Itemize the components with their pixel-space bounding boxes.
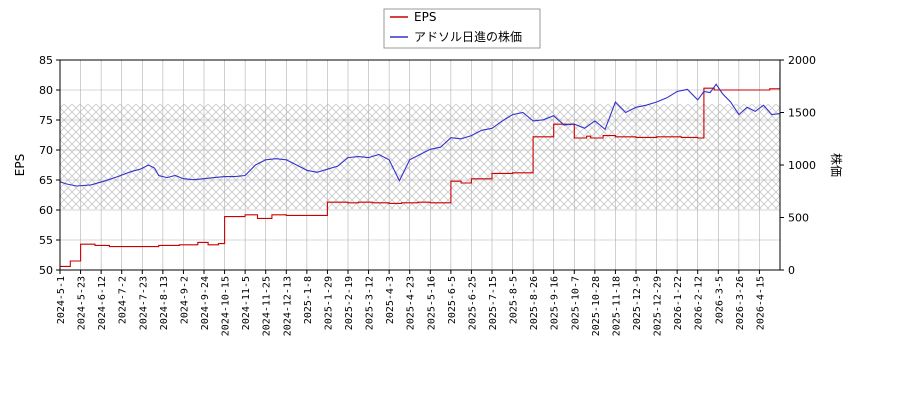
legend-box <box>383 8 541 49</box>
price-series-line <box>60 83 780 187</box>
series-layer <box>60 70 780 267</box>
x-tick-label: 2025-11-18 <box>611 276 622 336</box>
y-left-tick-label: 60 <box>39 204 53 217</box>
x-tick-label: 2024-6-12 <box>97 276 108 330</box>
x-tick-label: 2024-12-13 <box>282 276 293 336</box>
y-axis-left-label: EPS <box>13 154 27 176</box>
x-tick-label: 2025-10-7 <box>570 276 581 330</box>
x-tick-label: 2026-1-22 <box>673 276 684 330</box>
y-right-tick-label: 1500 <box>788 107 816 120</box>
y-right-tick-label: 0 <box>788 264 795 277</box>
y-left-tick-label: 55 <box>39 234 53 247</box>
x-tick-label: 2024-9-2 <box>179 276 190 324</box>
y-axis-left: 50 55 60 65 70 75 80 85 <box>39 54 60 277</box>
x-tick-label: 2026-2-12 <box>694 276 705 330</box>
y-left-tick-label: 85 <box>39 54 53 67</box>
x-tick-label: 2025-1-29 <box>323 276 334 330</box>
x-tick-label: 2025-3-12 <box>365 276 376 330</box>
x-tick-label: 2024-5-23 <box>77 276 88 330</box>
legend-label-price: アドソル日進の株価 <box>414 29 522 44</box>
x-tick-label: 2024-11-5 <box>241 276 252 330</box>
x-tick-label: 2025-10-28 <box>591 276 602 336</box>
y-axis-right-label: 株価 <box>829 153 844 177</box>
x-tick-label: 2025-4-3 <box>385 276 396 324</box>
x-tick-label: 2024-8-13 <box>159 276 170 330</box>
x-tick-label: 2024-7-2 <box>118 276 129 324</box>
x-tick-label: 2026-3-26 <box>735 276 746 330</box>
shaded-price-band <box>60 104 780 210</box>
x-tick-label: 2024-9-24 <box>200 276 211 330</box>
legend: EPS アドソル日進の株価 <box>383 8 541 49</box>
legend-label-eps: EPS <box>414 10 436 24</box>
x-tick-label: 2025-12-29 <box>653 276 664 336</box>
y-left-tick-label: 65 <box>39 174 53 187</box>
x-tick-label: 2026-4-15 <box>755 276 766 330</box>
x-tick-label: 2025-5-16 <box>426 276 437 330</box>
x-tick-label: 2025-7-15 <box>488 276 499 330</box>
y-right-tick-label: 500 <box>788 212 809 225</box>
y-left-tick-label: 50 <box>39 264 53 277</box>
x-tick-label: 2025-9-16 <box>550 276 561 330</box>
x-axis: 2024-5-1 2024-5-23 2024-6-12 2024-7-2 2024-7… <box>56 270 766 336</box>
eps-series-line <box>60 70 780 267</box>
y-right-tick-label: 1000 <box>788 159 816 172</box>
x-tick-label: 2025-8-26 <box>529 276 540 330</box>
x-tick-label: 2025-6-25 <box>467 276 478 330</box>
x-tick-label: 2024-7-23 <box>138 276 149 330</box>
y-left-tick-label: 75 <box>39 114 53 127</box>
x-tick-label: 2025-4-23 <box>406 276 417 330</box>
x-tick-label: 2026-3-5 <box>714 276 725 324</box>
y-left-tick-label: 70 <box>39 144 53 157</box>
x-tick-label: 2025-8-5 <box>509 276 520 324</box>
y-left-tick-label: 80 <box>39 84 53 97</box>
y-axis-right: 0 500 1000 1500 2000 <box>780 54 816 277</box>
x-tick-label: 2025-1-8 <box>303 276 314 324</box>
x-tick-label: 2024-11-25 <box>262 276 273 336</box>
x-tick-label: 2025-6-5 <box>447 276 458 324</box>
y-right-tick-label: 2000 <box>788 54 816 67</box>
x-tick-label: 2025-2-19 <box>344 276 355 330</box>
x-tick-label: 2024-5-1 <box>56 276 67 324</box>
x-tick-label: 2025-12-9 <box>632 276 643 330</box>
x-tick-label: 2024-10-15 <box>221 276 232 336</box>
